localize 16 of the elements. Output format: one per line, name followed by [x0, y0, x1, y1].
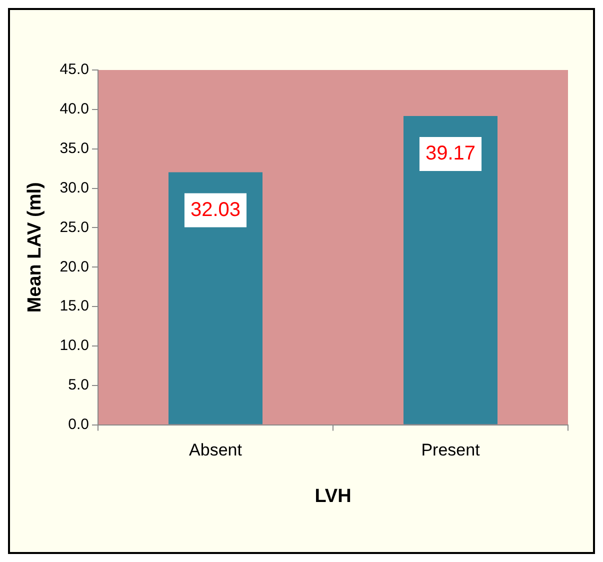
data-label: 39.17: [425, 142, 476, 164]
x-axis-title: LVH: [314, 486, 352, 507]
x-tick-label: Present: [421, 440, 480, 460]
y-tick-label: 30.0: [60, 179, 89, 196]
data-label: 32.03: [190, 198, 241, 221]
y-tick-label: 15.0: [60, 298, 89, 315]
y-tick-label: 40.0: [60, 100, 89, 118]
x-tick-label: Absent: [189, 440, 242, 460]
y-tick-label: 20.0: [60, 258, 89, 276]
y-tick-label: 5.0: [68, 376, 89, 394]
y-axis-title: Mean LAV (ml): [24, 182, 46, 313]
y-tick-label: 25.0: [60, 218, 89, 236]
y-tick-label: 35.0: [60, 140, 89, 157]
y-tick-label: 0.0: [68, 416, 89, 433]
y-tick-label: 10.0: [60, 337, 89, 354]
y-tick-label: 45.0: [60, 61, 89, 78]
